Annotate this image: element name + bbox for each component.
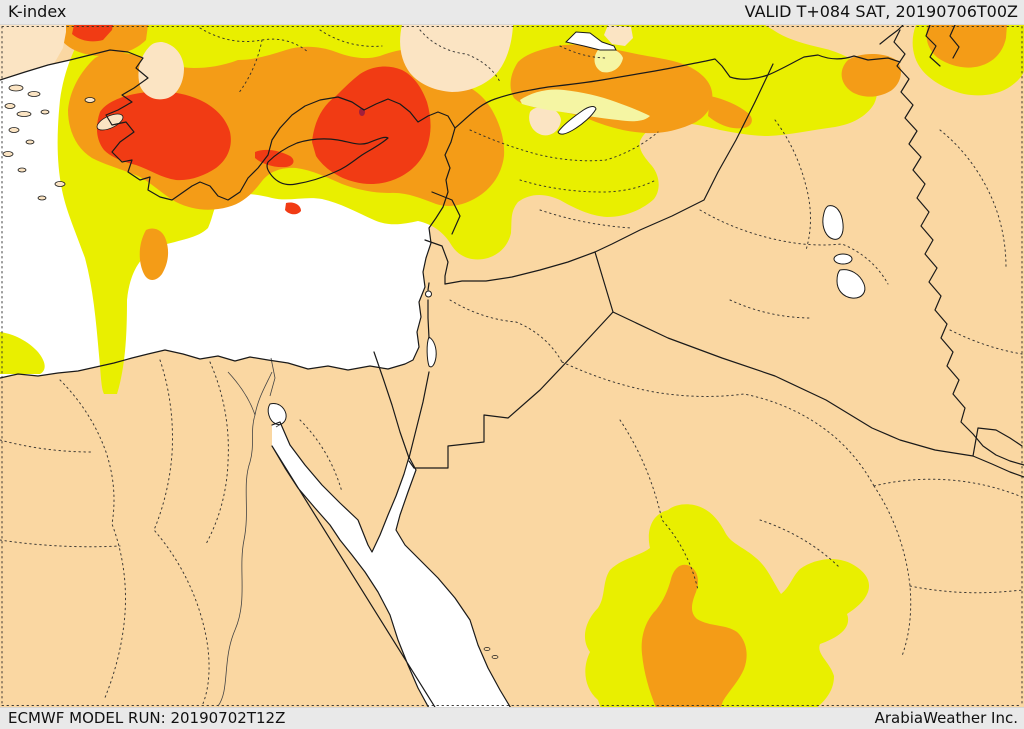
admin-line — [561, 361, 875, 487]
admin-line — [699, 209, 889, 285]
credit-label: ArabiaWeather Inc. — [874, 709, 1018, 727]
admin-line — [205, 361, 229, 545]
contour-red-aegean — [96, 91, 231, 181]
admin-line — [299, 419, 343, 493]
red-sea — [272, 422, 511, 707]
admin-line — [319, 29, 383, 47]
map-container — [0, 25, 1024, 707]
admin-line — [0, 439, 93, 453]
lake-assad — [557, 106, 597, 135]
island — [54, 181, 66, 187]
border-jordan-saudi — [408, 311, 614, 469]
admin-line — [539, 209, 633, 229]
island — [17, 167, 27, 173]
country-borders — [0, 25, 1024, 707]
admin-line — [0, 539, 121, 548]
island — [16, 111, 32, 117]
header-bar: K-index VALID T+084 SAT, 20190706T00Z — [0, 0, 1024, 25]
island — [25, 139, 35, 145]
admin-line — [59, 379, 126, 701]
admin-line — [873, 485, 912, 657]
contour-orange-sea-streak — [139, 228, 169, 280]
contour-red-cilicia — [312, 66, 431, 185]
lake-tharthar — [822, 205, 844, 240]
island — [40, 109, 50, 115]
admin-line — [519, 179, 657, 193]
contour-cream-central-anatolia-hole — [400, 25, 513, 92]
rivers-layer — [217, 357, 282, 707]
ataturk-reservoir — [565, 31, 617, 51]
contour-cream-west-anatolia-hole — [138, 42, 184, 100]
island — [8, 127, 20, 133]
contour-paleyellow-hole — [594, 48, 623, 73]
border-syria-jordan — [444, 251, 596, 285]
contour-orange-caucasus-core — [926, 25, 1007, 68]
admin-line — [619, 419, 699, 591]
border-lebanon — [424, 191, 461, 285]
contour-orange-mosul-tip — [708, 96, 752, 129]
island — [84, 97, 96, 103]
admin-line — [759, 519, 841, 569]
admin-line — [729, 299, 813, 319]
bitter-lakes — [267, 403, 287, 425]
page-title: K-index — [8, 2, 67, 21]
admin-line — [873, 478, 1023, 498]
contour-cream-balkans-corner — [0, 25, 66, 80]
contour-red-streak-west-cyprus — [255, 149, 294, 168]
border-syria-iraq — [594, 63, 774, 253]
map-frame-dotted — [1, 26, 1023, 706]
lake-habbaniyah — [833, 253, 853, 265]
island — [2, 151, 14, 157]
sea-of-galilee — [425, 290, 432, 298]
red-sea-islands — [483, 647, 499, 659]
border-jordan-iraq — [594, 251, 614, 313]
nile-river — [217, 371, 273, 707]
contour-red-dot-south-cyprus — [285, 202, 301, 215]
admin-boundaries — [0, 26, 1024, 707]
contour-yellow-west-egypt-blob — [0, 332, 45, 374]
lakes-layer — [267, 31, 866, 425]
island — [37, 195, 47, 201]
contour-red-topleft-corner — [72, 25, 113, 42]
contour-orange-east-arm — [841, 54, 901, 97]
kindex-band-mild — [520, 48, 650, 122]
contour-orange-saudi-core — [641, 564, 747, 707]
contour-cream-east-anatolia-hole — [604, 25, 633, 46]
model-run-label: ECMWF MODEL RUN: 20190702T12Z — [8, 709, 286, 727]
admin-line — [909, 585, 1024, 594]
admin-line — [774, 119, 811, 251]
lake-razzaza — [836, 269, 866, 299]
border-iraq-saudi — [612, 311, 974, 457]
kindex-map-canvas — [0, 25, 1024, 707]
admin-line — [153, 359, 210, 707]
contour-cream-euphrates-hole — [529, 107, 561, 136]
border-israel-jordan — [408, 282, 430, 459]
admin-line — [939, 129, 1007, 269]
footer-bar: ECMWF MODEL RUN: 20190702T12Z ArabiaWeat… — [0, 707, 1024, 729]
valid-time-label: VALID T+084 SAT, 20190706T00Z — [744, 2, 1018, 21]
island — [491, 655, 499, 659]
admin-line — [559, 45, 609, 59]
admin-line — [449, 299, 563, 363]
admin-line — [419, 29, 501, 83]
island — [4, 103, 16, 109]
border-iraq-iran — [893, 29, 1024, 466]
island — [8, 84, 24, 92]
contour-paleyellow-assad-band — [520, 89, 650, 122]
cyprus-coastline — [266, 136, 389, 186]
island — [483, 647, 491, 651]
dead-sea — [426, 336, 437, 368]
kindex-band-low — [0, 25, 633, 136]
border-kuwait — [972, 427, 1024, 478]
border-israel-egypt — [373, 351, 410, 459]
coastline-mediterranean — [0, 49, 456, 379]
border-turkey-syria-iraq — [454, 54, 901, 129]
kindex-band-severe — [72, 25, 431, 215]
island — [27, 91, 41, 97]
admin-line — [237, 39, 263, 95]
aegean-islands — [2, 84, 124, 201]
border-caucasus — [879, 25, 960, 67]
suez-canal — [269, 357, 282, 428]
